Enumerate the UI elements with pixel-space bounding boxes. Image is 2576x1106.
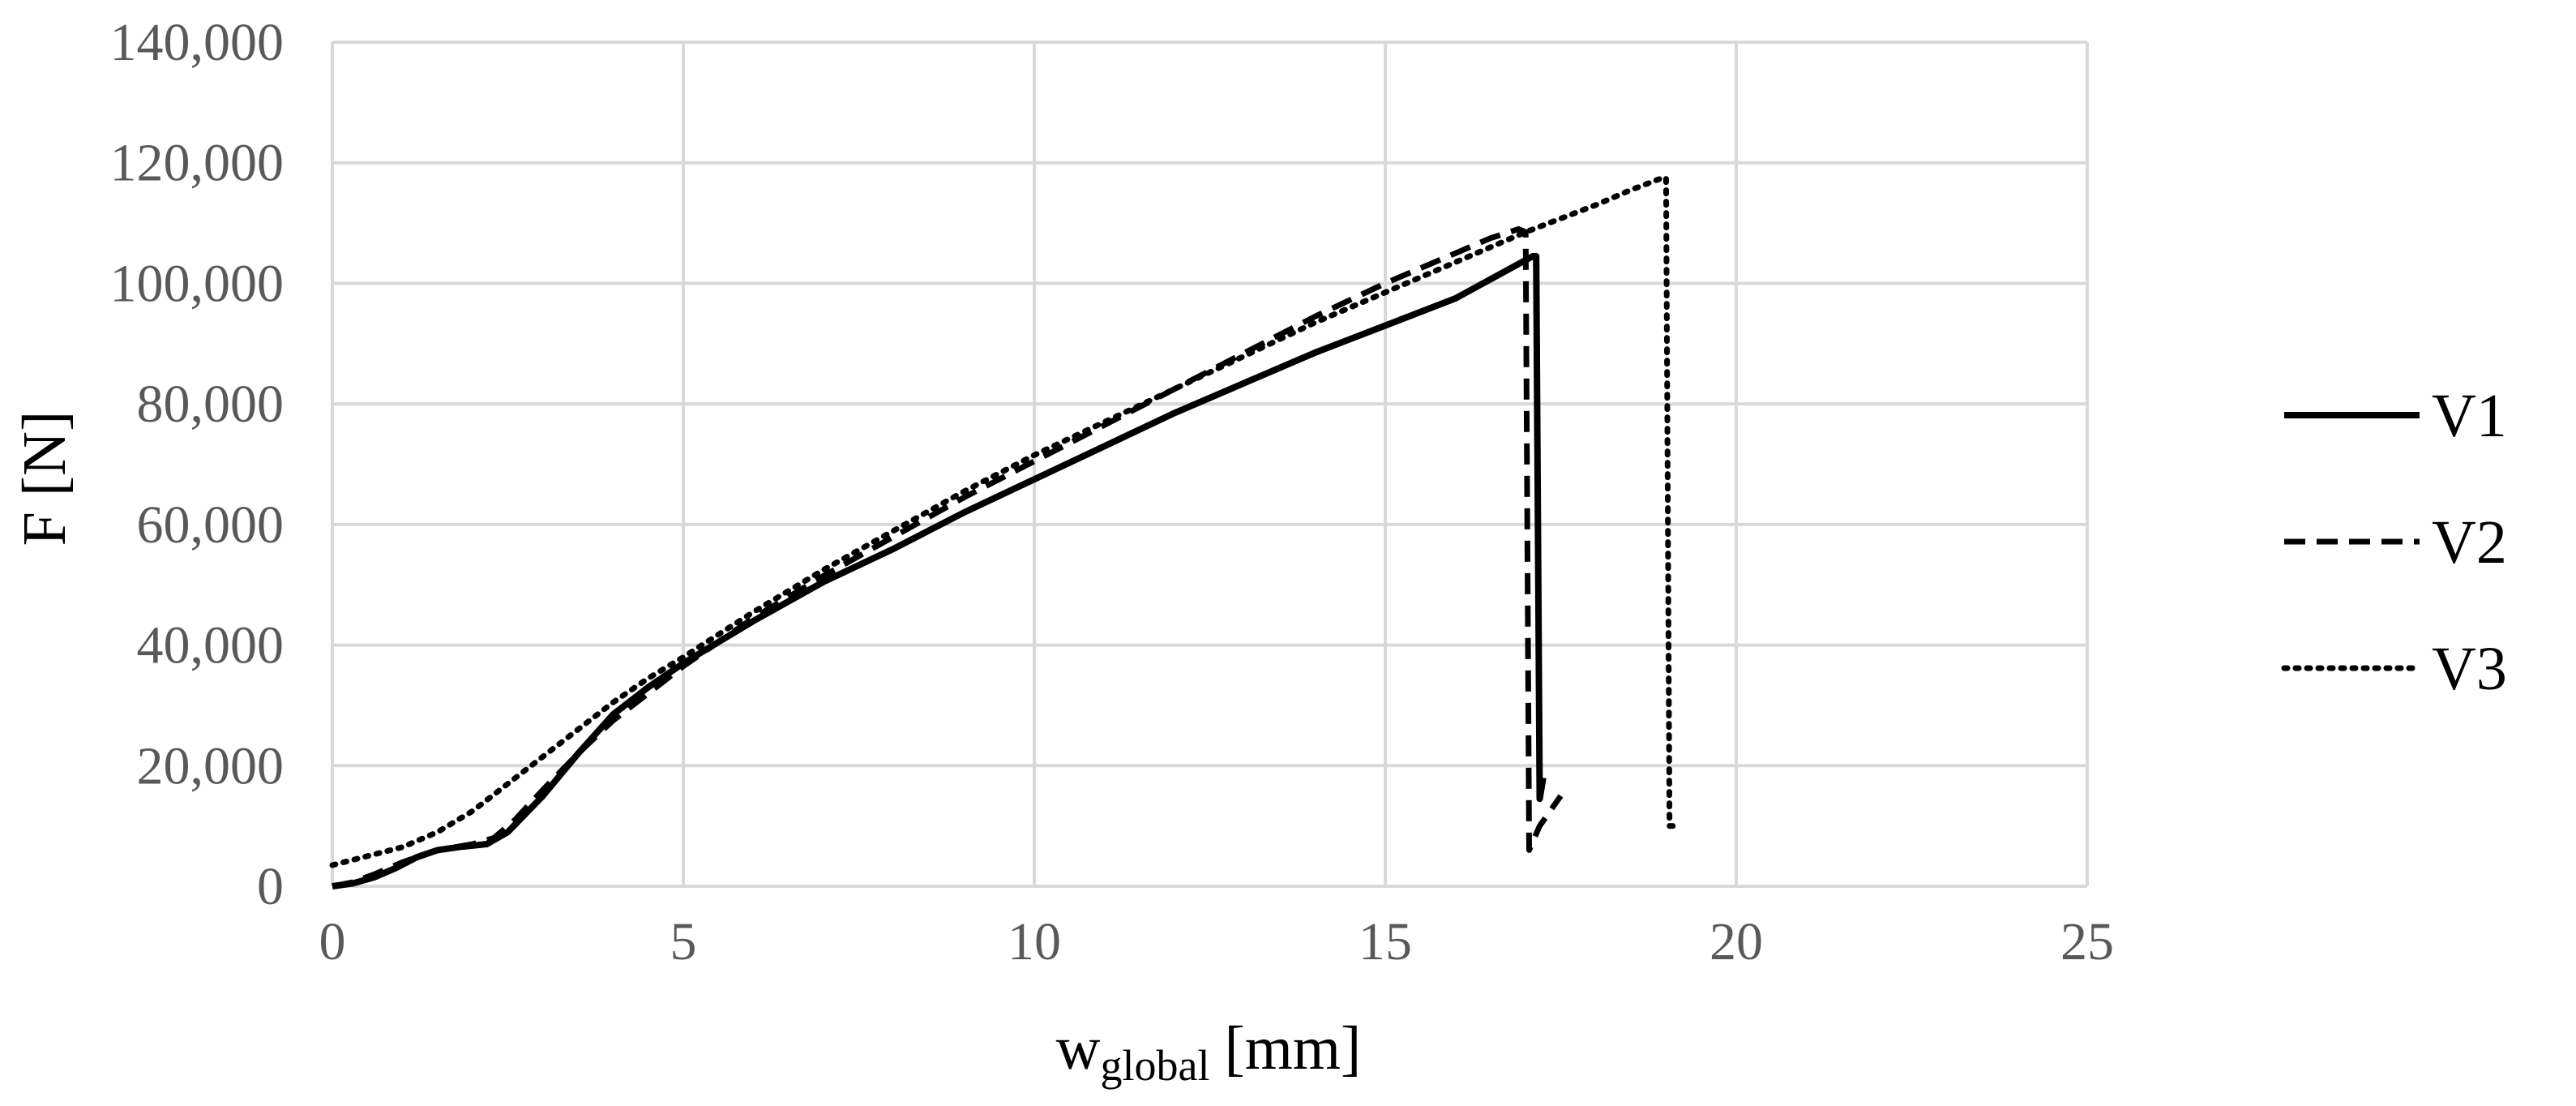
series-line-v3 [329,174,1676,868]
x-axis-title-subscript: global [1101,1041,1210,1090]
x-axis-title-main: w [1056,1014,1101,1082]
x-tick-labels: 0 5 10 15 20 25 [319,912,2115,971]
x-tick-label: 20 [1709,912,1763,971]
y-tick-label: 40,000 [137,616,285,675]
y-tick-label: 60,000 [137,495,285,555]
legend: V1 V2 V3 [2281,382,2507,703]
x-tick-label: 5 [670,912,697,971]
legend-label-v1: V1 [2432,382,2507,450]
x-tick-label: 25 [2060,912,2114,971]
y-tick-label: 0 [257,857,284,916]
y-tick-labels: 0 20,000 40,000 60,000 80,000 100,000 120,000 1… [110,13,285,916]
x-axis-title-unit: [mm] [1225,1014,1362,1082]
y-tick-label: 80,000 [137,375,285,434]
series-line-v2 [332,226,1564,890]
x-tick-label: 10 [1008,912,1061,971]
x-tick-label: 15 [1359,912,1412,971]
series-line-v1 [332,253,1547,890]
series-lines [329,174,1676,890]
legend-label-v3: V3 [2432,635,2507,703]
x-tick-label: 0 [319,912,346,971]
y-tick-label: 100,000 [110,254,285,313]
y-tick-label: 120,000 [110,134,285,193]
x-axis-title: wglobal [mm] [1056,1014,1362,1090]
y-axis-title: F [N] [11,411,79,547]
y-tick-label: 140,000 [110,13,285,72]
grid [331,41,2089,888]
legend-label-v2: V2 [2432,508,2507,577]
y-tick-label: 20,000 [137,736,285,795]
